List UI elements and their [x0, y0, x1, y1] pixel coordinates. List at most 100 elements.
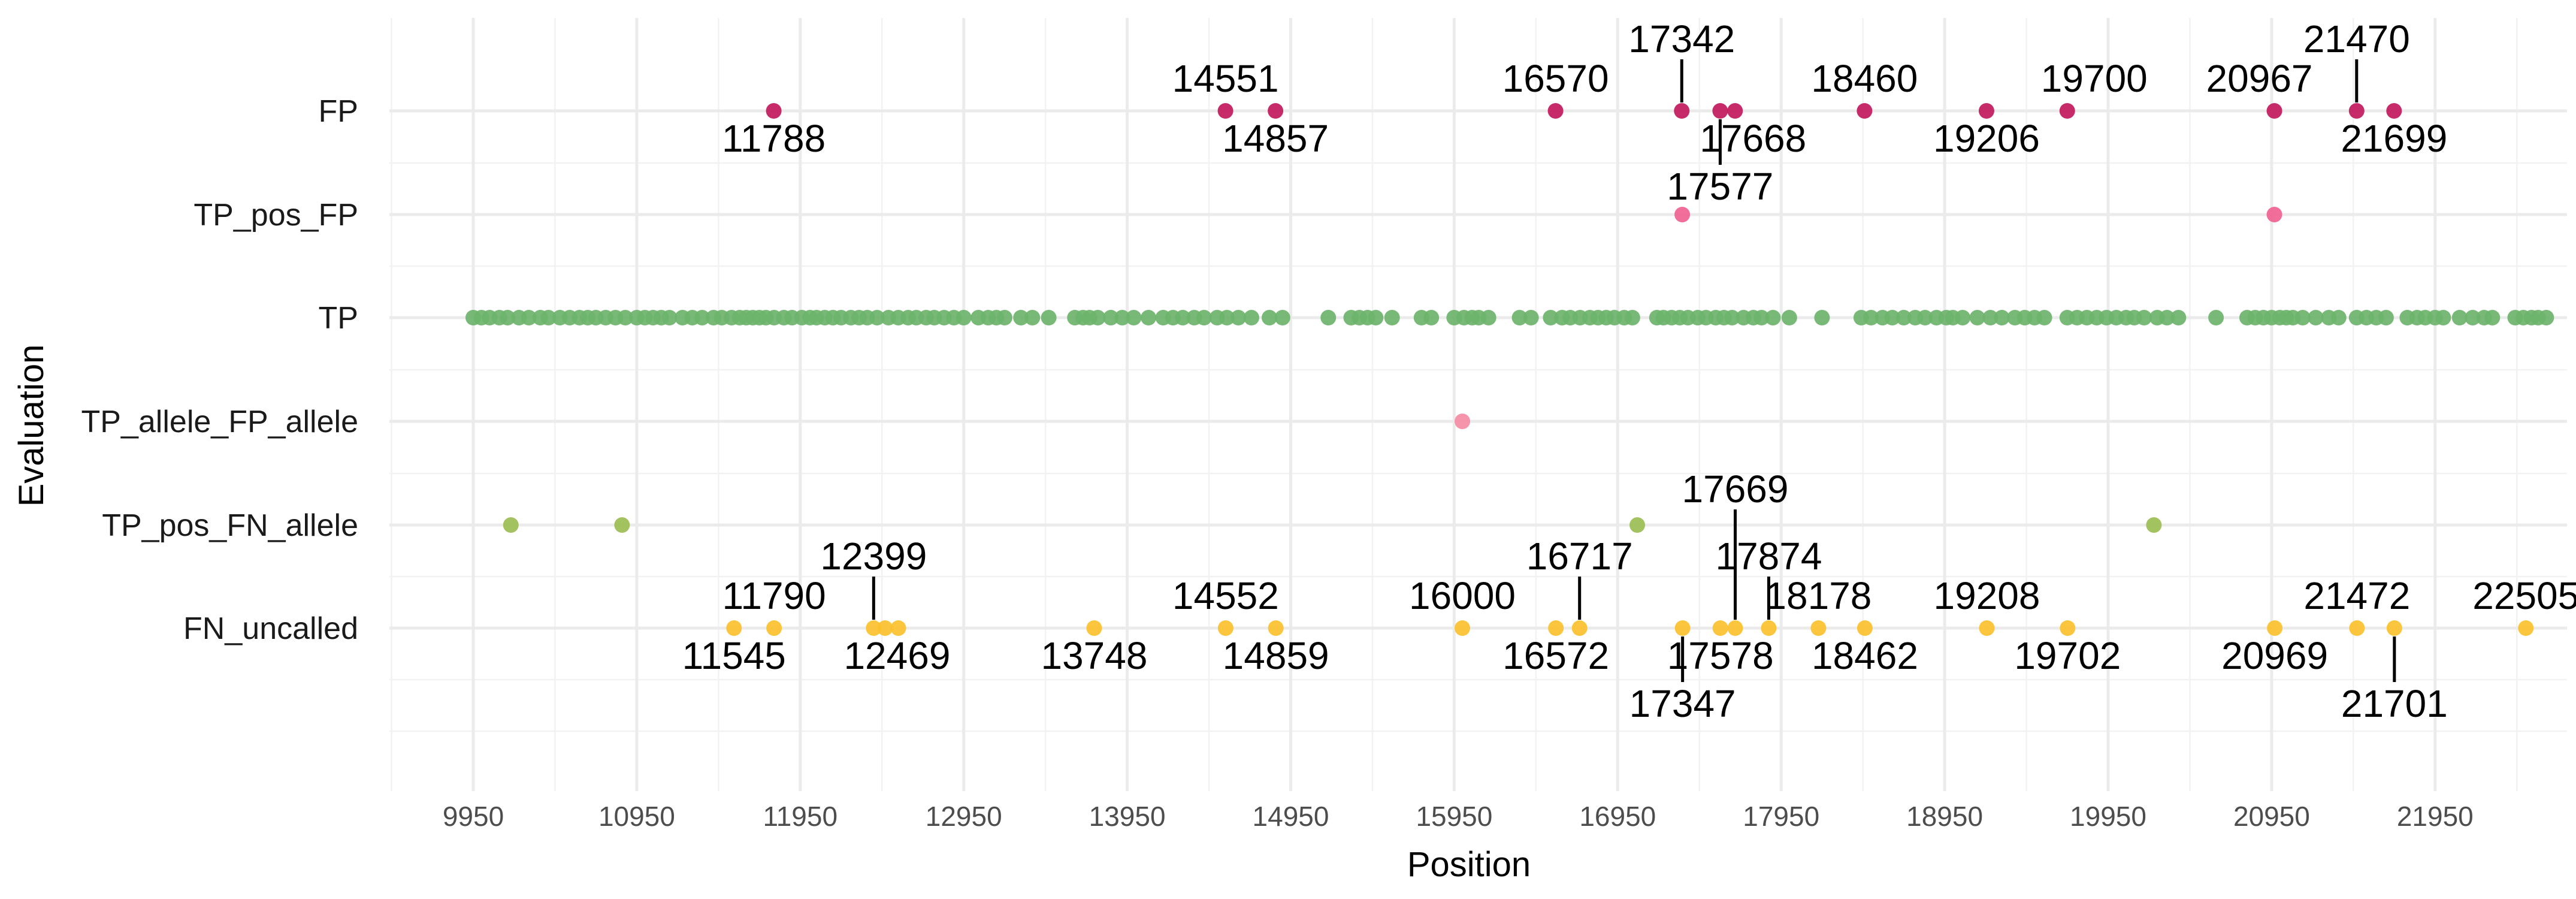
data-point — [1857, 103, 1873, 119]
point-label: 21472 — [2303, 574, 2410, 617]
data-point — [1244, 310, 1260, 325]
y-axis-title: Evaluation — [12, 345, 51, 507]
data-point — [1217, 620, 1233, 636]
point-label: 14551 — [1172, 57, 1279, 100]
point-label: 20969 — [2221, 634, 2328, 677]
data-point — [2465, 310, 2481, 325]
x-tick-label: 11950 — [763, 801, 838, 832]
data-point — [2518, 620, 2534, 636]
data-point — [661, 310, 678, 325]
data-point — [2170, 310, 2187, 325]
data-point — [890, 620, 906, 636]
data-point — [1674, 620, 1691, 636]
data-point — [2386, 103, 2402, 119]
data-point — [1090, 310, 1106, 325]
data-point — [1863, 310, 1879, 325]
point-label: 17347 — [1629, 682, 1736, 725]
data-point — [1455, 620, 1471, 636]
point-label: 16000 — [1409, 574, 1516, 617]
data-point — [1175, 310, 1191, 325]
data-point — [1523, 310, 1539, 325]
data-point — [1674, 103, 1690, 119]
x-tick-labels: 9950 10950 11950 12950 13950 14950 15950 16950 1… — [443, 801, 2474, 832]
data-point — [521, 310, 537, 325]
data-point — [1103, 310, 1119, 325]
point-label: 11545 — [682, 634, 786, 677]
data-point — [1368, 310, 1384, 325]
point-label: 21470 — [2303, 17, 2410, 61]
data-point — [1268, 103, 1284, 119]
data-point — [726, 620, 742, 636]
data-point — [1994, 310, 2010, 325]
data-point — [1978, 103, 1994, 119]
minor-gridlines — [389, 18, 2567, 791]
data-point — [694, 310, 710, 325]
data-point — [1268, 620, 1284, 636]
data-point — [2484, 310, 2501, 325]
x-tick-label: 13950 — [1089, 801, 1166, 832]
x-tick-label: 15950 — [1416, 801, 1492, 832]
x-tick-label: 21950 — [2397, 801, 2474, 832]
point-label: 17669 — [1682, 467, 1789, 511]
data-point — [1480, 310, 1496, 325]
data-point — [2378, 310, 2394, 325]
data-point — [2538, 310, 2554, 325]
data-point — [1955, 310, 1971, 325]
data-point — [1724, 310, 1740, 325]
point-label: 19206 — [1933, 117, 2040, 160]
data-point — [2267, 620, 2283, 636]
data-point — [1571, 620, 1588, 636]
data-point — [1262, 310, 1278, 325]
x-tick-label: 10950 — [598, 801, 675, 832]
point-label: 19702 — [2014, 634, 2121, 677]
x-tick-label: 18950 — [1906, 801, 1983, 832]
data-point — [1543, 310, 1559, 325]
data-point — [1753, 310, 1770, 325]
point-label: 16570 — [1502, 57, 1609, 100]
x-tick-label: 17950 — [1743, 801, 1819, 832]
data-point — [2266, 207, 2282, 222]
x-tick-label: 16950 — [1579, 801, 1656, 832]
data-point — [1674, 207, 1691, 222]
data-point — [2330, 310, 2347, 325]
data-point — [1455, 414, 1471, 429]
y-tick-label: TP_pos_FP — [193, 198, 358, 233]
data-point — [2146, 517, 2162, 533]
x-tick-label: 20950 — [2233, 801, 2310, 832]
data-point — [1884, 310, 1900, 325]
data-point — [2294, 310, 2311, 325]
data-point — [2451, 310, 2468, 325]
data-point — [2136, 310, 2152, 325]
data-point — [2348, 103, 2365, 119]
data-point — [1781, 310, 1797, 325]
point-label: 13748 — [1041, 634, 1147, 677]
point-label: 20967 — [2206, 57, 2313, 100]
data-point — [1969, 310, 1985, 325]
data-point — [540, 310, 557, 325]
data-point — [869, 310, 885, 325]
point-label: 14859 — [1223, 634, 1329, 677]
point-label: 11790 — [722, 574, 826, 617]
point-label: 11788 — [722, 117, 826, 160]
data-point — [2208, 310, 2224, 325]
data-point — [1548, 620, 1564, 636]
data-point — [2036, 310, 2052, 325]
data-point — [1624, 310, 1640, 325]
data-point — [1547, 103, 1564, 119]
data-point — [617, 310, 633, 325]
data-point — [1917, 310, 1933, 325]
x-tick-label: 12950 — [926, 801, 1002, 832]
x-tick-label: 9950 — [443, 801, 504, 832]
data-point — [2435, 310, 2451, 325]
data-point — [877, 620, 893, 636]
y-tick-label: TP — [319, 301, 358, 336]
data-point — [996, 310, 1012, 325]
data-point — [1320, 310, 1337, 325]
data-point — [1810, 620, 1827, 636]
point-label: 17874 — [1715, 535, 1822, 578]
point-label: 18460 — [1811, 57, 1918, 100]
data-point — [1217, 103, 1233, 119]
data-point — [2266, 103, 2282, 119]
data-point — [2308, 310, 2324, 325]
